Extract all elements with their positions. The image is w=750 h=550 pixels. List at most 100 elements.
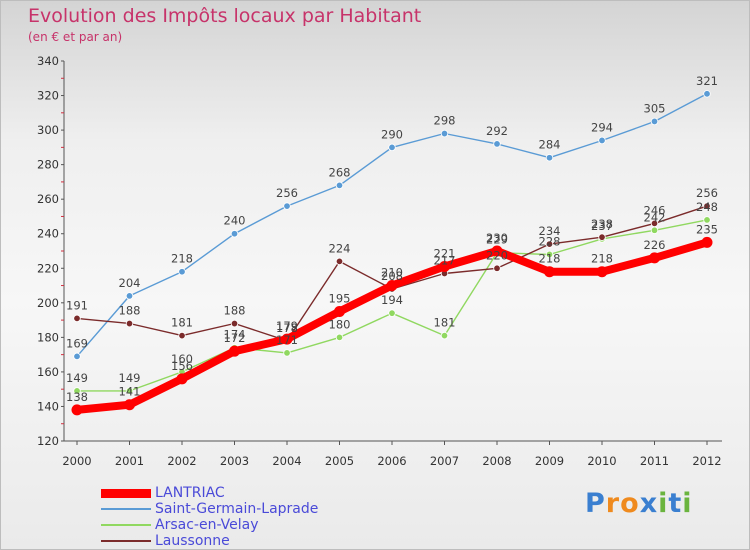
x-tick-label: 2003 (220, 454, 249, 468)
data-point (649, 252, 660, 264)
data-point (701, 236, 713, 248)
data-label: 180 (329, 317, 351, 331)
data-label: 234 (539, 224, 561, 238)
x-tick-label: 2012 (692, 454, 721, 468)
x-tick-label: 2005 (325, 454, 354, 468)
data-label: 156 (171, 359, 193, 373)
y-tick-label: 220 (37, 261, 59, 275)
data-label: 242 (644, 210, 666, 224)
data-point (388, 143, 396, 152)
data-label: 179 (276, 319, 298, 333)
data-label: 268 (329, 165, 351, 179)
data-point (598, 136, 606, 145)
data-label: 290 (381, 127, 403, 141)
data-point (598, 233, 606, 241)
data-point (703, 202, 711, 210)
data-point (73, 314, 81, 323)
legend-item: LANTRIAC (101, 485, 318, 501)
legend-label: Arsac-en-Velay (155, 517, 259, 533)
x-tick-label: 2000 (62, 454, 91, 468)
legend-item: Laussonne (101, 533, 318, 549)
data-point (596, 266, 608, 278)
data-point (545, 240, 554, 248)
data-label: 191 (66, 298, 88, 312)
y-tick-label: 320 (37, 89, 59, 103)
chart-title: Evolution des Impôts locaux par Habitant (28, 5, 422, 27)
data-point (439, 261, 450, 273)
data-point (491, 245, 503, 257)
x-tick-label: 2004 (272, 454, 301, 468)
data-point (545, 154, 554, 162)
data-point (386, 280, 398, 292)
data-label: 194 (381, 293, 403, 307)
data-label: 178 (276, 321, 298, 335)
data-label: 188 (119, 304, 141, 318)
data-point (230, 230, 239, 238)
data-label: 230 (486, 231, 508, 245)
y-tick-label: 120 (37, 434, 59, 448)
data-label: 181 (171, 316, 193, 330)
data-point (178, 331, 186, 340)
data-label: 217 (434, 253, 456, 267)
data-point (650, 226, 659, 234)
y-tick-label: 140 (37, 399, 59, 413)
data-label: 237 (591, 219, 613, 233)
data-point (125, 387, 134, 395)
data-label: 138 (66, 390, 88, 404)
data-point (335, 333, 344, 342)
legend-item: Arsac-en-Velay (101, 517, 318, 533)
data-point (125, 292, 134, 300)
data-label: 229 (486, 233, 508, 247)
data-label: 298 (434, 114, 456, 128)
data-label: 256 (696, 186, 718, 200)
y-tick-label: 180 (37, 330, 59, 344)
data-label: 141 (119, 385, 141, 399)
data-label: 248 (696, 200, 718, 214)
data-label: 218 (171, 252, 193, 266)
data-label: 246 (644, 203, 666, 217)
data-point (703, 216, 711, 224)
data-point (124, 399, 135, 411)
data-label: 171 (276, 333, 298, 347)
data-label: 221 (434, 247, 456, 261)
y-tick-label: 260 (37, 192, 59, 206)
data-point (283, 349, 291, 357)
data-label: 149 (66, 371, 88, 385)
data-label: 292 (486, 124, 508, 138)
x-tick-label: 2011 (640, 454, 669, 468)
data-point (73, 352, 81, 361)
data-label: 169 (66, 336, 88, 350)
chart-subtitle: (en € et par an) (28, 30, 123, 44)
x-tick-label: 2008 (482, 454, 511, 468)
x-tick-label: 2001 (115, 454, 144, 468)
data-point (71, 404, 83, 416)
data-label: 188 (224, 304, 246, 318)
data-label: 174 (224, 328, 246, 342)
data-point (73, 387, 81, 395)
data-point (703, 90, 711, 98)
x-tick-label: 2002 (167, 454, 196, 468)
data-label: 294 (591, 120, 613, 134)
proxiti-logo: Proxiti (585, 488, 693, 519)
legend-swatch (101, 540, 151, 542)
legend-label: Laussonne (155, 533, 230, 549)
data-point (493, 264, 501, 272)
data-label: 284 (539, 138, 561, 152)
data-label: 224 (329, 241, 351, 255)
data-point (281, 333, 293, 345)
data-label: 220 (486, 248, 508, 262)
data-label: 226 (644, 238, 666, 252)
data-point (388, 309, 396, 317)
data-point (440, 129, 449, 138)
data-label: 238 (591, 217, 613, 231)
data-point (335, 181, 344, 190)
data-label: 235 (696, 222, 718, 236)
data-point (334, 305, 345, 317)
data-point (650, 117, 659, 126)
data-point (125, 319, 134, 328)
y-tick-label: 300 (37, 123, 59, 137)
y-tick-label: 340 (37, 54, 59, 68)
x-tick-label: 2006 (377, 454, 406, 468)
